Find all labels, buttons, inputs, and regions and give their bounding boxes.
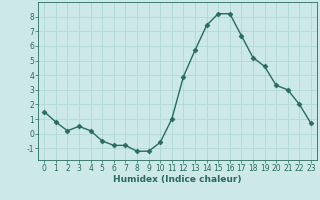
X-axis label: Humidex (Indice chaleur): Humidex (Indice chaleur) [113,175,242,184]
